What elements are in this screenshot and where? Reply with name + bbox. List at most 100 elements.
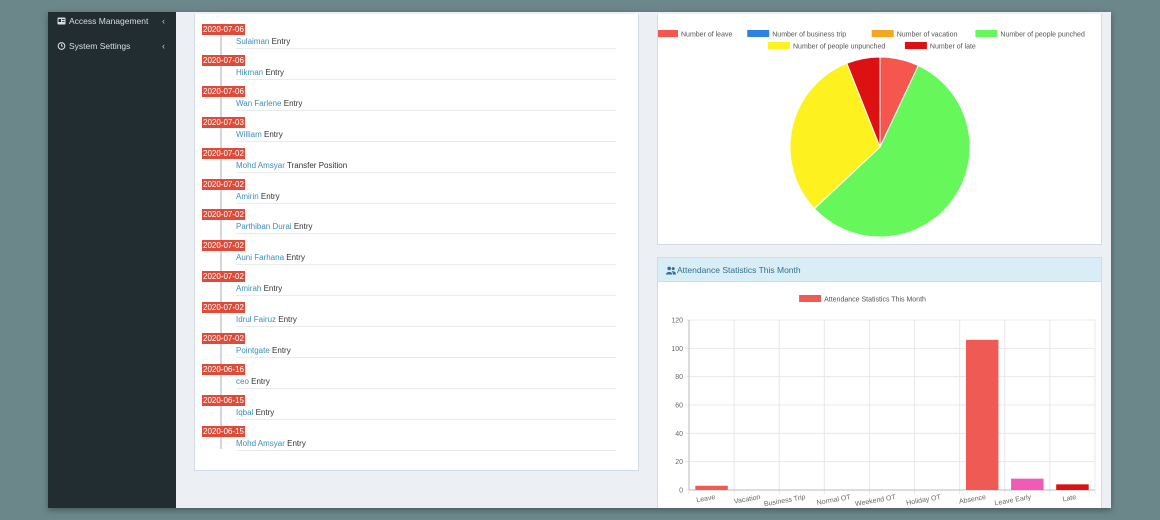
timeline-entry: Hikman Entry — [236, 66, 616, 80]
employee-link[interactable]: Parthiban Durai — [236, 222, 292, 232]
timeline-entry: Mohd Amsyar Entry — [236, 437, 616, 451]
timeline-item: 2020-07-02 Pointgate Entry — [195, 333, 640, 364]
legend-swatch — [799, 295, 822, 302]
timeline-date-badge: 2020-07-02 — [202, 333, 245, 344]
x-tick-label: Business Trip — [764, 494, 807, 508]
legend-swatch — [747, 30, 770, 37]
timeline-date-badge: 2020-07-02 — [202, 178, 245, 190]
timeline-action: Entry — [271, 37, 291, 46]
timeline-action: Entry — [287, 438, 306, 448]
timeline-action: Transfer Position — [286, 160, 348, 170]
legend-label: Number of late — [930, 44, 976, 51]
legend-swatch — [871, 30, 894, 37]
legend-label: Number of people unpunched — [793, 44, 885, 51]
sidebar-item-access-management[interactable]: Access Management ‹ — [48, 12, 176, 37]
app-frame: Access Management ‹ System Settings ‹ 20… — [48, 12, 1111, 508]
employee-link[interactable]: Sulaiman — [236, 37, 270, 46]
timeline-item: 2020-07-02 Parthiban Durai Entry — [195, 209, 640, 240]
employee-link[interactable]: Iqbal — [236, 407, 254, 417]
timeline-date-badge: 2020-07-06 — [202, 85, 245, 97]
chevron-left-icon: ‹ — [162, 16, 165, 26]
pie-slice — [846, 56, 881, 148]
timeline-action: Entry — [278, 315, 297, 325]
x-tick-label: Absence — [959, 494, 987, 506]
timeline-item: 2020-07-02 Amirah Entry — [195, 271, 640, 302]
sidebar: Access Management ‹ System Settings ‹ — [48, 12, 176, 508]
timeline-action: Entry — [283, 98, 303, 108]
timeline-date-badge: 2020-07-03 — [202, 116, 245, 128]
legend-swatch — [904, 42, 927, 49]
timeline-item: 2020-06-16 ceo Entry — [195, 363, 640, 395]
employee-link[interactable]: Amirah — [236, 284, 262, 294]
attendance-statistics-panel: Attendance Statistics This Month Attenda… — [657, 257, 1102, 508]
clock-icon — [57, 42, 66, 50]
y-tick-label: 120 — [671, 318, 683, 325]
pie-slice — [813, 64, 971, 238]
timeline-action: Entry — [293, 222, 313, 232]
panel-header: Attendance Statistics This Month — [658, 258, 1101, 282]
x-tick-label: Holiday OT — [906, 494, 942, 507]
timeline-entry: Idrul Fairuz Entry — [236, 313, 616, 328]
timeline-date-badge: 2020-07-02 — [202, 147, 245, 159]
bar-chart: Attendance Statistics This Month 0 20 40 60 8… — [671, 295, 1096, 508]
y-tick-label: 100 — [671, 346, 683, 353]
timeline-item: 2020-07-02 Amirin Entry — [195, 178, 640, 210]
y-tick-label: 0 — [679, 488, 683, 495]
timeline-item: 2020-07-02 Idrul Fairuz Entry — [195, 302, 640, 333]
employee-link[interactable]: William — [236, 129, 262, 139]
timeline-entry: ceo Entry — [236, 375, 616, 389]
timeline-entry: Wan Farlene Entry — [236, 97, 616, 111]
x-tick-label: Late — [1062, 494, 1077, 503]
activity-timeline: 2020-07-06 Sulaiman Entry 2020-07-06 Hikman… — [195, 14, 640, 471]
bar — [965, 339, 999, 490]
timeline-item: 2020-07-03 William Entry — [195, 116, 640, 148]
legend-swatch — [656, 30, 678, 37]
y-tick-label: 60 — [675, 403, 683, 410]
bar — [1056, 484, 1089, 490]
x-tick-label: Vacation — [733, 494, 761, 506]
timeline-entry: William Entry — [236, 128, 616, 142]
timeline-item: 2020-06-15 Mohd Amsyar Entry — [195, 425, 640, 457]
employee-link[interactable]: Mohd Amsyar — [236, 160, 285, 170]
legend-label: Number of leave — [681, 32, 732, 39]
sidebar-item-label: Access Management — [69, 16, 149, 26]
x-tick-label: Normal OT — [816, 494, 852, 507]
timeline-date-badge: 2020-07-02 — [202, 209, 245, 221]
timeline-item: 2020-07-06 Sulaiman Entry — [195, 24, 640, 55]
timeline-date-badge: 2020-07-06 — [202, 54, 245, 66]
legend-label: Number of business trip — [772, 32, 846, 39]
employee-link[interactable]: Pointgate — [236, 346, 270, 355]
timeline-entry: Pointgate Entry — [236, 344, 616, 358]
timeline-action: Entry — [260, 191, 280, 201]
timeline-action: Entry — [286, 253, 305, 263]
employee-link[interactable]: ceo — [236, 376, 249, 386]
employee-link[interactable]: Idrul Fairuz — [236, 315, 277, 325]
timeline-line — [220, 24, 222, 449]
legend-label: Attendance Statistics This Month — [824, 297, 926, 304]
timeline-action: Entry — [251, 376, 270, 386]
timeline-item: 2020-07-02 Auni Farhana Entry — [195, 240, 640, 271]
timeline-date-badge: 2020-06-15 — [202, 394, 245, 406]
employee-link[interactable]: Amirin — [236, 191, 259, 201]
employee-link[interactable]: Auni Farhana — [236, 253, 285, 263]
employee-link[interactable]: Mohd Amsyar — [236, 438, 285, 448]
employee-link[interactable]: Hikman — [236, 67, 264, 77]
legend-label: Number of vacation — [897, 32, 958, 39]
timeline-entry: Mohd Amsyar Transfer Position — [236, 159, 616, 173]
timeline-action: Entry — [263, 284, 283, 294]
x-tick-label: Leave — [696, 494, 716, 504]
sidebar-item-system-settings[interactable]: System Settings ‹ — [48, 37, 176, 62]
id-card-icon — [57, 17, 66, 25]
timeline-item: 2020-07-06 Wan Farlene Entry — [195, 85, 640, 117]
timeline-date-badge: 2020-07-02 — [202, 271, 245, 283]
timeline-entry: Iqbal Entry — [236, 406, 616, 420]
timeline-action: Entry — [255, 407, 275, 417]
legend-label: Number of people punched — [1000, 32, 1085, 39]
x-tick-label: Leave Early — [994, 494, 1032, 507]
legend-swatch — [975, 30, 998, 37]
timeline-entry: Parthiban Durai Entry — [236, 220, 616, 235]
bar — [695, 485, 728, 490]
timeline-date-badge: 2020-07-02 — [202, 302, 245, 314]
y-tick-label: 80 — [675, 374, 683, 381]
employee-link[interactable]: Wan Farlene — [236, 98, 282, 108]
